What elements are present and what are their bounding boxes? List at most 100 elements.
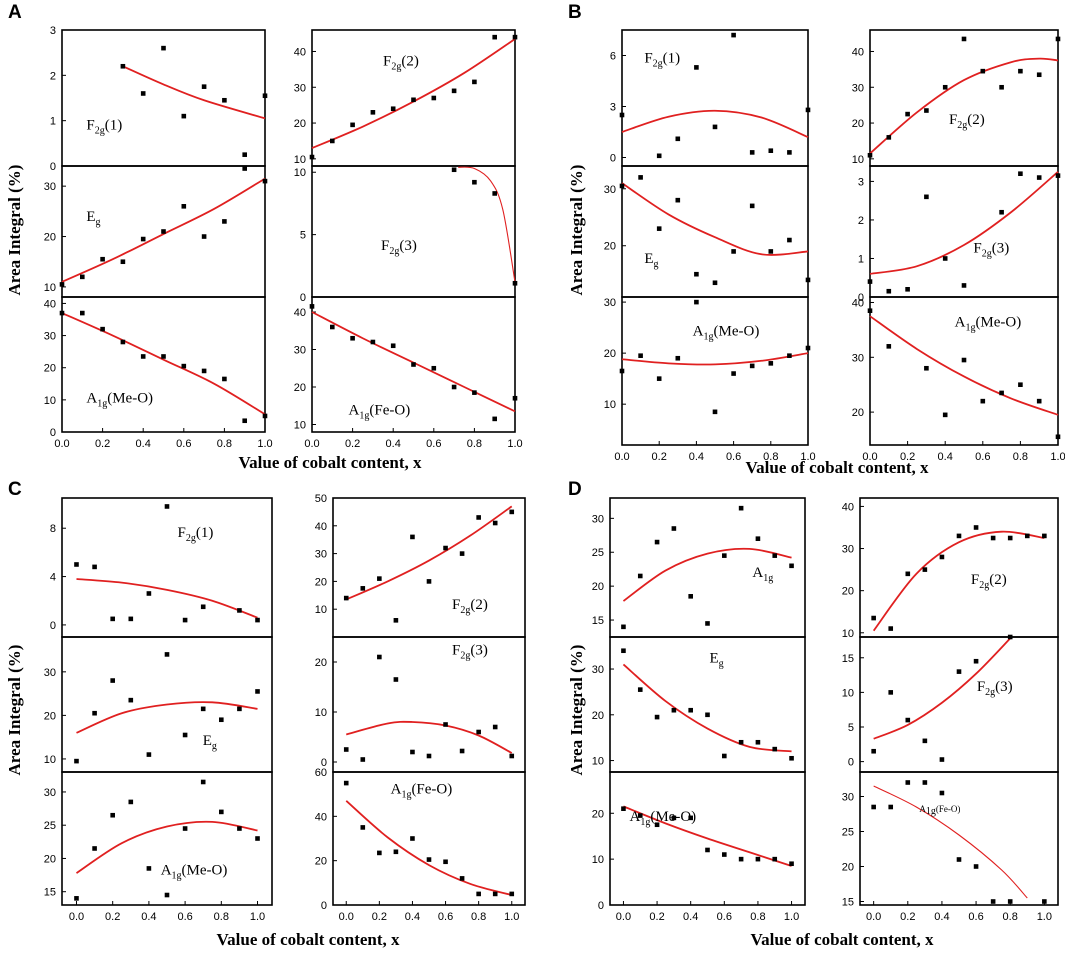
data-point — [343, 595, 349, 601]
data-point — [161, 229, 166, 234]
x-tick-label: 0.0 — [862, 451, 877, 463]
subplot-d-18: 15 20 25 30 A1g — [592, 497, 806, 638]
data-point — [1036, 398, 1042, 404]
data-point — [905, 780, 911, 785]
subplot-b-10: 10 20 30 0.0 0.2 0.4 0.6 0.8 1.0 A1g(Me-O) — [604, 296, 816, 463]
data-point — [459, 748, 465, 754]
x-tick-label: 0.6 — [975, 451, 990, 463]
series-label: F2g(2) — [452, 597, 488, 616]
y-tick-label: 2 — [50, 70, 56, 82]
x-tick-label: 0.8 — [214, 911, 229, 923]
y-tick-label: 30 — [44, 787, 56, 799]
subplot-c-12: 0 4 8 F2g(1) — [50, 497, 273, 638]
data-point — [973, 525, 979, 530]
data-point — [476, 891, 481, 897]
data-point — [789, 755, 794, 761]
panel-d: D Area Integral (%) Value of cobalt cont… — [567, 479, 934, 949]
series-label: F2g(2) — [949, 112, 985, 131]
series-label: A1g(Me-O) — [86, 390, 153, 409]
data-point — [140, 354, 146, 359]
y-tick-label: 10 — [604, 399, 616, 411]
data-point — [999, 84, 1004, 90]
y-tick-label: 8 — [50, 523, 56, 535]
data-point — [161, 354, 166, 359]
data-point — [222, 219, 227, 224]
subplot-a-2: 10 20 30 Eg — [44, 165, 268, 298]
x-tick-label: 0.0 — [304, 438, 319, 450]
data-point — [619, 112, 625, 118]
series-label: F2g(3) — [977, 679, 1013, 698]
data-point — [443, 722, 448, 727]
subplot-b-9: 0 1 2 3 F2g(3) — [858, 165, 1061, 304]
data-point — [688, 594, 693, 599]
y-tick-label: 10 — [44, 282, 56, 294]
x-tick-label: 0.6 — [968, 911, 983, 923]
data-point — [1036, 72, 1042, 78]
data-point — [110, 812, 115, 818]
series-label: A1g(Me-O) — [161, 862, 228, 881]
plot-frame — [859, 497, 1059, 638]
data-point — [656, 376, 662, 381]
data-point — [654, 714, 660, 720]
data-point — [451, 88, 457, 94]
data-point — [426, 753, 432, 759]
x-tick-label: 0.2 — [95, 438, 110, 450]
data-point — [705, 712, 710, 718]
y-tick-label: 3 — [50, 25, 56, 37]
plot-frame — [311, 165, 516, 298]
data-point — [200, 604, 206, 610]
data-point — [59, 310, 65, 316]
data-point — [637, 573, 643, 579]
x-tick-label: 0.2 — [900, 911, 915, 923]
data-point — [871, 615, 876, 621]
subplot-d-22: 0 10 20 0.0 0.2 0.4 0.6 0.8 1.0 A1g(Me-O) — [592, 771, 806, 923]
fit-curve — [76, 578, 258, 619]
y-tick-label: 30 — [294, 82, 306, 94]
data-point — [330, 324, 335, 330]
data-point — [738, 505, 744, 511]
y-tick-label: 25 — [592, 547, 604, 559]
x-tick-label: 0.2 — [649, 911, 664, 923]
data-point — [222, 376, 227, 382]
series-label: F2g(2) — [383, 53, 419, 72]
data-point — [749, 203, 755, 209]
subplot-d-21: 0 5 10 15 F2g(3) — [842, 634, 1059, 773]
y-tick-label: 40 — [852, 297, 864, 309]
data-point — [219, 717, 224, 723]
x-tick-label: 1.0 — [1037, 911, 1052, 923]
panel-letter-a: A — [8, 2, 22, 23]
data-point — [222, 97, 227, 103]
data-point — [110, 616, 115, 622]
y-tick-label: 30 — [315, 549, 327, 561]
y-tick-label: 10 — [294, 420, 306, 432]
data-point — [961, 36, 967, 42]
y-tick-label: 10 — [44, 754, 56, 766]
data-point — [443, 545, 448, 551]
data-point — [871, 748, 876, 754]
data-point — [140, 236, 146, 242]
data-point — [1036, 175, 1042, 180]
fit-curve — [872, 530, 1045, 632]
data-point — [343, 780, 349, 786]
subplot-d-19: 10 20 30 40 F2g(2) — [842, 497, 1059, 640]
y-tick-label: 10 — [294, 167, 306, 179]
data-point — [905, 286, 910, 292]
subplot-b-7: 10 20 30 40 F2g(2) — [852, 29, 1061, 167]
data-point — [980, 398, 986, 404]
data-point — [768, 148, 774, 153]
fit-curve — [61, 177, 266, 283]
fit-curve — [873, 785, 1028, 899]
data-point — [755, 739, 761, 745]
y-tick-label: 2 — [858, 215, 864, 227]
y-tick-label: 3 — [858, 176, 864, 188]
y-tick-label: 40 — [294, 307, 306, 319]
y-tick-label: 10 — [842, 687, 854, 699]
data-point — [1055, 434, 1061, 440]
data-point — [749, 150, 755, 155]
x-tick-label: 0.2 — [900, 451, 915, 463]
data-point — [201, 368, 207, 374]
data-point — [922, 567, 928, 572]
y-tick-label: 20 — [604, 348, 616, 360]
data-point — [1018, 171, 1023, 177]
y-tick-label: 20 — [852, 407, 864, 419]
